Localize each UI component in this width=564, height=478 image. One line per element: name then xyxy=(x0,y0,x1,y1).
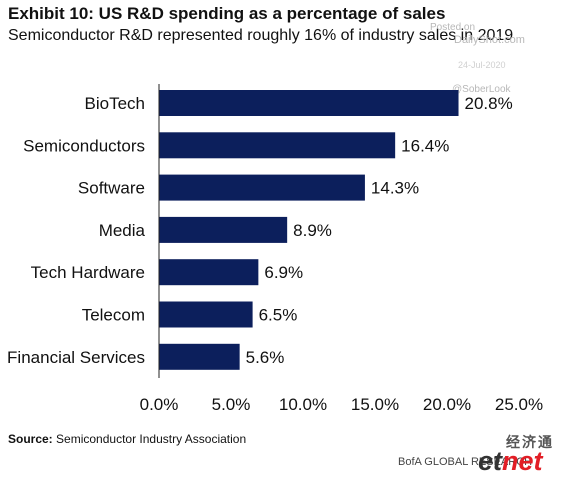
category-label-financial-services: Financial Services xyxy=(7,348,145,367)
bar-semiconductors xyxy=(159,132,396,159)
value-label-software: 14.3% xyxy=(371,179,419,198)
source-label: Source: xyxy=(8,432,53,446)
value-label-telecom: 6.5% xyxy=(259,306,298,325)
logo-et-part: et xyxy=(478,446,503,476)
watermark-site: DailyShot.com xyxy=(454,34,525,46)
category-label-semiconductors: Semiconductors xyxy=(23,136,145,155)
value-label-tech-hardware: 6.9% xyxy=(264,263,303,282)
bar-financial-services xyxy=(159,343,240,370)
bar-software xyxy=(159,174,365,201)
brand-text: BofA GLOBAL RESEARCH xyxy=(398,456,533,468)
chart-title: Exhibit 10: US R&D spending as a percent… xyxy=(8,4,446,23)
bar-telecom xyxy=(159,301,253,328)
value-label-biotech: 20.8% xyxy=(465,94,513,113)
x-tick-label: 10.0% xyxy=(279,395,327,414)
source-text: Semiconductor Industry Association xyxy=(56,432,247,446)
category-label-telecom: Telecom xyxy=(82,306,145,325)
value-label-financial-services: 5.6% xyxy=(246,348,285,367)
watermark-posted: Posted on xyxy=(430,22,476,33)
category-label-software: Software xyxy=(78,179,145,198)
x-tick-label: 5.0% xyxy=(212,395,251,414)
watermark-handle: @SoberLook xyxy=(452,84,511,95)
x-tick-label: 20.0% xyxy=(423,395,471,414)
logo-net-part: net xyxy=(502,446,543,476)
x-tick-label: 25.0% xyxy=(495,395,543,414)
x-tick-label: 0.0% xyxy=(140,395,179,414)
x-tick-label: 15.0% xyxy=(351,395,399,414)
bar-tech-hardware xyxy=(159,259,259,286)
etnet-logo: etnet xyxy=(478,446,543,477)
bar-biotech xyxy=(159,90,459,116)
bar-media xyxy=(159,216,288,243)
value-label-semiconductors: 16.4% xyxy=(401,136,449,155)
category-label-biotech: BioTech xyxy=(85,94,145,113)
value-label-media: 8.9% xyxy=(293,221,332,240)
watermark-date: 24-Jul-2020 xyxy=(458,60,506,70)
logo-chinese: 经济通 xyxy=(506,434,554,450)
chart-subtitle: Semiconductor R&D represented roughly 16… xyxy=(8,27,514,44)
category-label-tech-hardware: Tech Hardware xyxy=(31,263,145,282)
source-note: Source: Semiconductor Industry Associati… xyxy=(8,432,246,446)
category-label-media: Media xyxy=(99,221,146,240)
